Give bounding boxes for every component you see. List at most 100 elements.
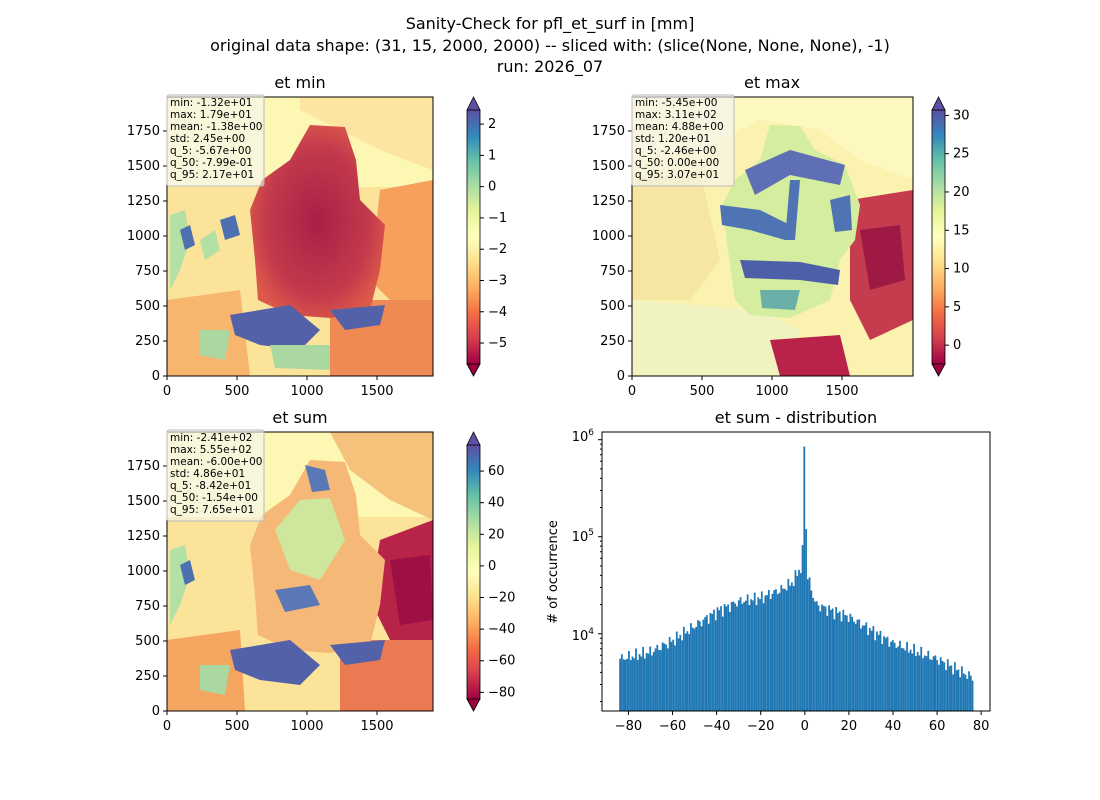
histogram-bar — [652, 651, 655, 711]
histogram-bar — [934, 655, 937, 711]
histogram-bar — [929, 659, 931, 711]
histogram-bar — [900, 647, 903, 711]
x-axis: 0 500 1000 1500 — [163, 376, 394, 399]
histogram-bar — [833, 619, 836, 711]
histogram-bar — [672, 639, 675, 711]
histogram-bar — [743, 602, 745, 711]
stats-line: mean: 4.88e+00 — [635, 121, 724, 133]
histogram-bar — [773, 590, 776, 711]
histogram-bar — [945, 670, 947, 711]
histogram-bar — [798, 569, 800, 711]
histogram-bar — [851, 616, 854, 711]
suptitle-line-1: Sanity-Check for pfl_et_surf in [mm] — [406, 14, 695, 34]
histogram-bar — [939, 657, 942, 711]
panel-title: et sum — [272, 408, 327, 427]
y-tick-label: 1000 — [127, 564, 160, 579]
x-tick-label: −80 — [615, 719, 642, 734]
stats-line: min: -1.32e+01 — [170, 97, 252, 109]
histogram-bar — [886, 636, 889, 711]
histogram-bar — [622, 659, 625, 711]
stats-line: q_50: -7.99e-01 — [170, 157, 253, 169]
histogram-bar — [883, 636, 885, 711]
colorbar: 30 25 20 15 10 5 0 — [931, 96, 970, 377]
histogram-bar — [897, 646, 900, 711]
y-tick-label: 1250 — [592, 194, 625, 209]
histogram-bar — [957, 669, 960, 711]
histogram-bar — [911, 653, 914, 711]
histogram-bar — [752, 600, 754, 711]
stats-line: max: 3.11e+02 — [635, 109, 717, 121]
histogram-bar — [812, 598, 815, 711]
x-tick-label: −60 — [659, 719, 686, 734]
histogram-bar — [916, 652, 919, 711]
colorbar-extend-min — [466, 363, 481, 377]
axes-frame — [601, 431, 991, 712]
stats-line: q_95: 7.65e+01 — [170, 504, 254, 516]
x-tick-label: 0 — [628, 384, 636, 399]
histogram-bar — [670, 641, 673, 711]
x-tick-label: 40 — [885, 719, 902, 734]
x-tick-label: 0 — [163, 719, 171, 734]
histogram-bar — [787, 578, 790, 711]
y-tick-label: 500 — [135, 634, 160, 649]
y-tick-label: 1000 — [592, 229, 625, 244]
panel-title: et min — [274, 73, 325, 92]
histogram-bar — [727, 604, 730, 711]
y-tick-label: 0 — [617, 369, 625, 384]
histogram-bar — [842, 609, 845, 711]
colorbar-tick-label: 5 — [953, 300, 961, 315]
y-tick-label: 1000 — [127, 229, 160, 244]
stats-line: mean: -1.38e+00 — [170, 121, 262, 133]
histogram-bar — [645, 652, 648, 711]
colorbar-tick-label: 15 — [953, 223, 970, 238]
panel-et-sum-distribution: et sum - distribution −80 −60 −40 −20 0 20 40 6… — [546, 408, 991, 734]
histogram-bar — [783, 588, 786, 711]
histogram-bar — [705, 615, 708, 711]
stats-line: std: 2.45e+00 — [170, 133, 245, 145]
colorbar: 60 40 20 0 −20 −40 −60 −80 — [466, 431, 515, 712]
y-axis: 0 250 500 750 1000 1250 1500 1750 — [592, 124, 632, 384]
histogram-bar — [755, 605, 758, 711]
colorbar-tick-label: 30 — [953, 108, 970, 123]
histogram-bar — [801, 545, 804, 711]
histogram-bar — [861, 625, 864, 711]
histogram-bar — [920, 646, 923, 711]
panel-et-max: et max 0 250 500 750 1000 1250 1500 175 — [592, 73, 970, 399]
suptitle-line-3: run: 2026_07 — [497, 57, 603, 77]
histogram-bar — [890, 641, 892, 711]
histogram-bar — [748, 605, 751, 711]
stats-line: std: 4.86e+01 — [170, 468, 245, 480]
x-tick-label: −40 — [703, 719, 730, 734]
histogram-bar — [936, 660, 939, 711]
histogram-bar — [642, 646, 644, 711]
histogram-bar — [840, 621, 843, 711]
histogram-bar — [952, 674, 954, 711]
axes-frame — [631, 96, 914, 377]
y-tick-label: 0 — [152, 369, 160, 384]
stats-line: q_5: -5.67e+00 — [170, 145, 251, 157]
histogram-bar — [849, 613, 852, 711]
histogram-bar — [631, 656, 634, 711]
histogram-bar — [953, 662, 956, 711]
histogram-bar — [968, 671, 970, 711]
histogram-bar — [674, 645, 676, 711]
histogram-bar — [922, 658, 924, 711]
histogram-bars — [619, 446, 974, 711]
histogram-bar — [876, 631, 878, 711]
y-tick-label: 1750 — [127, 459, 160, 474]
histogram-bar — [682, 626, 685, 711]
histogram-bar — [668, 636, 671, 711]
histogram-bar — [737, 600, 740, 711]
histogram-bar — [638, 654, 641, 711]
histogram-bar — [824, 606, 827, 711]
stats-line: q_5: -2.46e+00 — [635, 145, 716, 157]
histogram-bar — [757, 597, 760, 711]
colorbar-tick-label: 25 — [953, 147, 970, 162]
histogram-bar — [665, 644, 668, 711]
histogram-bar — [711, 613, 714, 711]
colorbar-ticks: 2 1 0 −1 −2 −3 −4 −5 — [480, 117, 507, 351]
histogram-bar — [760, 591, 763, 711]
colorbar-tick-label: −40 — [488, 622, 515, 637]
histogram-bar — [814, 601, 816, 711]
y-tick-label: 0 — [152, 704, 160, 719]
